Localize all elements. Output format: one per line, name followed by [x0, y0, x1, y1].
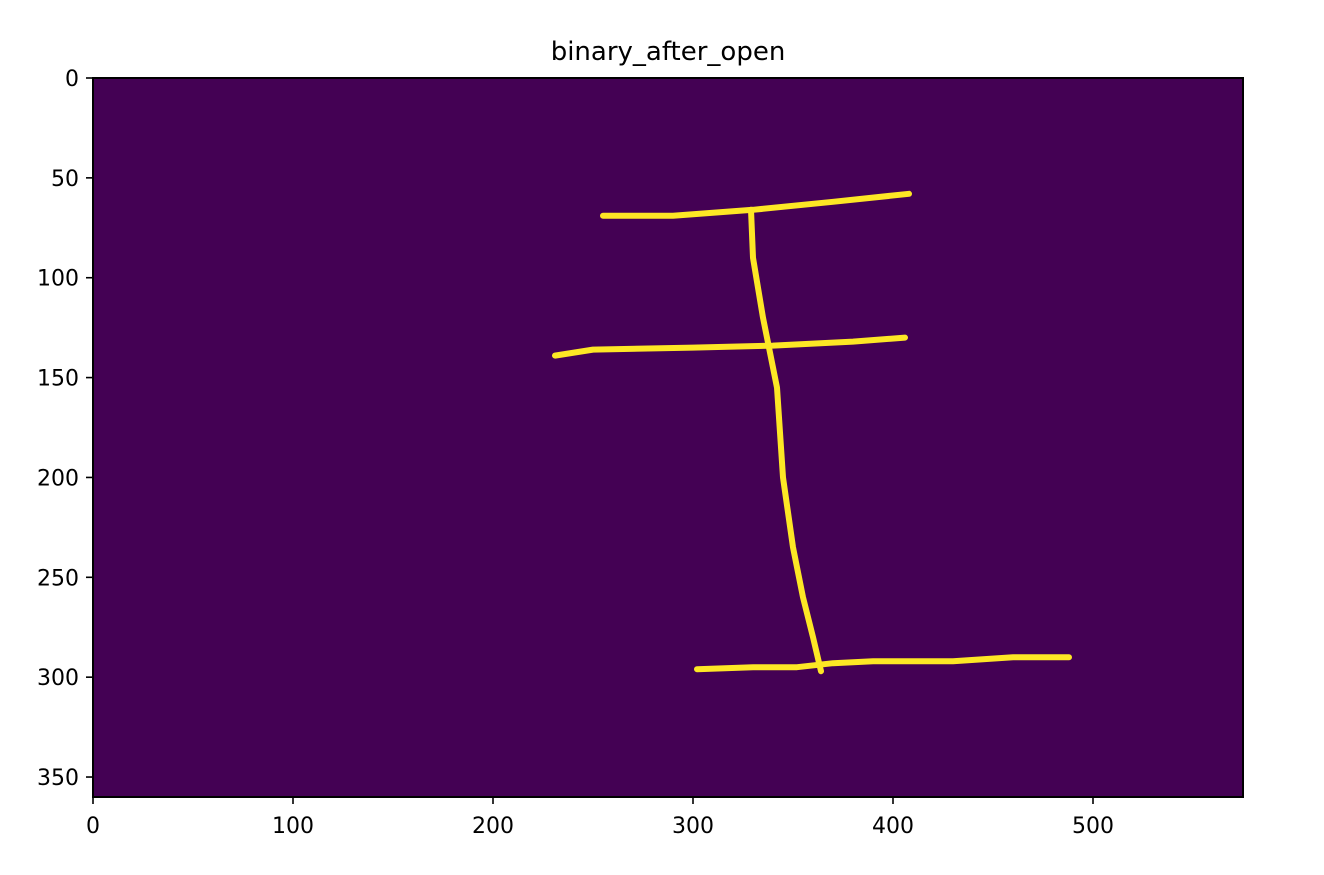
x-tick-label: 400 — [872, 814, 914, 839]
x-tick-label: 100 — [272, 814, 314, 839]
vertical-stroke — [748, 206, 824, 675]
y-tick-label: 200 — [37, 466, 79, 491]
middle-horizontal-stroke — [552, 334, 908, 359]
y-tick-label: 50 — [51, 167, 79, 192]
y-tick-label: 300 — [37, 666, 79, 691]
x-tick-label: 500 — [1072, 814, 1114, 839]
image-background — [93, 78, 1243, 797]
x-tick-label: 300 — [672, 814, 714, 839]
bottom-horizontal-stroke — [694, 654, 1072, 673]
y-tick-label: 100 — [37, 267, 79, 292]
chart-title: binary_after_open — [551, 37, 786, 67]
y-tick-label: 250 — [37, 566, 79, 591]
strokes-layer — [552, 190, 1072, 675]
y-tick-label: 350 — [37, 766, 79, 791]
axes-frame — [92, 77, 1244, 798]
x-tick-label: 0 — [86, 814, 100, 839]
x-axis: 0 100 200 300 400 500 — [86, 797, 1114, 839]
y-tick-label: 150 — [37, 367, 79, 392]
y-tick-label: 0 — [65, 67, 79, 92]
x-tick-label: 200 — [472, 814, 514, 839]
y-axis: 0 50 100 150 200 250 300 350 — [37, 67, 93, 791]
